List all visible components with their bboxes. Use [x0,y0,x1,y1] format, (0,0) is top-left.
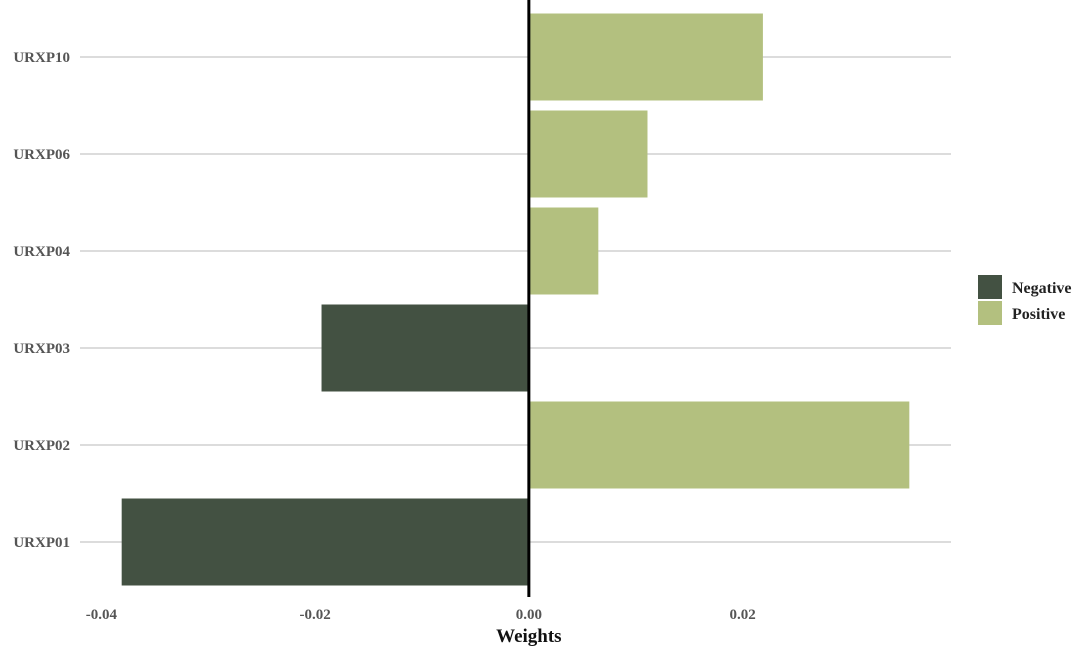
y-axis-tick-labels: URXP01 URXP02 URXP03 URXP04 URXP06 URXP10 [13,50,70,551]
bar-urxp06 [528,110,648,198]
bar-urxp10 [528,13,763,101]
legend-swatch-positive [978,301,1002,325]
y-tick-label-urxp04: URXP04 [13,244,70,260]
x-tick-label: 0.00 [516,607,542,623]
y-tick-label-urxp03: URXP03 [13,341,70,357]
legend-swatch-negative [978,275,1002,299]
x-tick-label: -0.04 [86,607,118,623]
x-tick-label: -0.02 [299,607,330,623]
y-tick-label-urxp01: URXP01 [13,535,70,551]
y-tick-label-urxp02: URXP02 [13,438,70,454]
bar-urxp02 [528,401,910,489]
legend-label-positive: Positive [1012,306,1065,323]
x-axis-title: Weights [496,626,561,647]
bars [121,13,910,586]
legend: Negative Positive [978,275,1072,325]
bar-urxp04 [528,207,599,295]
x-tick-label: 0.02 [729,607,755,623]
legend-label-negative: Negative [1012,280,1072,297]
bar-urxp03 [321,304,529,392]
y-tick-label-urxp06: URXP06 [13,147,70,163]
x-axis-tick-labels: -0.04 -0.02 0.00 0.02 [86,607,756,623]
y-tick-label-urxp10: URXP10 [13,50,70,66]
bar-urxp01 [121,498,529,586]
